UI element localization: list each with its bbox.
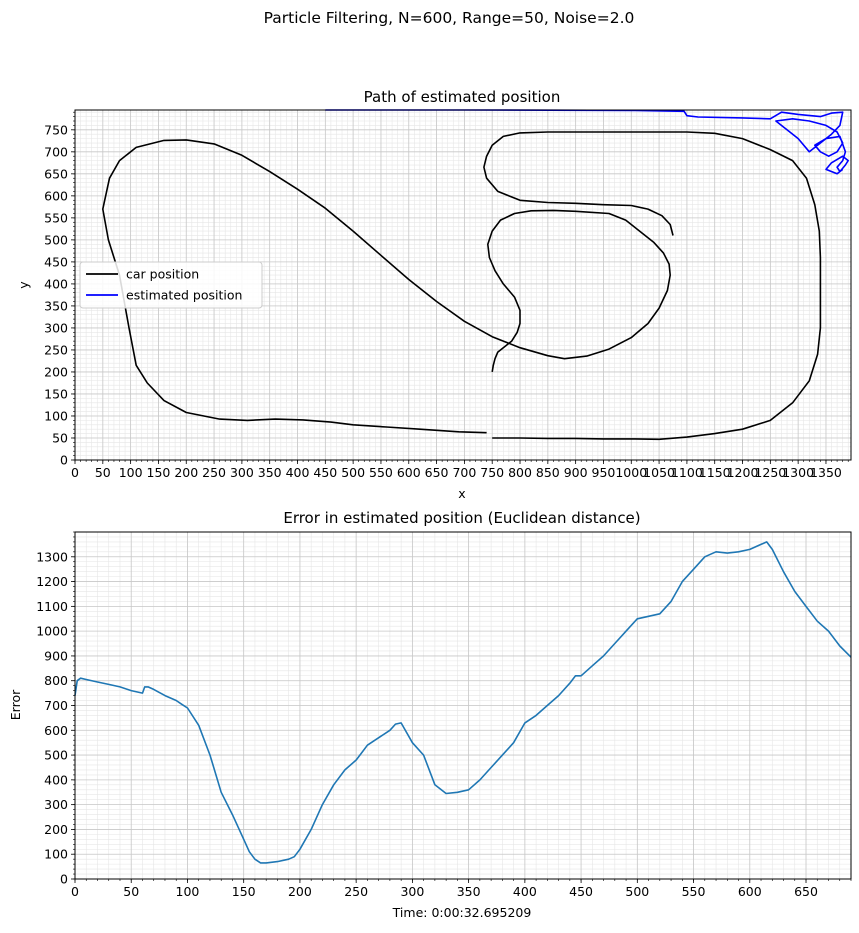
path-tick-label-x: 850 [536,465,560,480]
error-tick-label-x: 350 [457,884,481,899]
path-tick-label-x: 1000 [615,465,647,480]
path-line-car-position [483,131,822,441]
error-tick-label-y: 800 [44,673,68,688]
error-tick-label-x: 0 [71,884,79,899]
path-tick-label-y: 350 [44,298,68,313]
path-tick-label-x: 200 [174,465,198,480]
path-grid [74,110,851,461]
path-tick-label-x: 300 [230,465,254,480]
error-tick-label-y: 100 [44,847,68,862]
path-tick-label-x: 1250 [754,465,786,480]
path-tick-label-y: 300 [44,320,68,335]
path-tick-label-x: 450 [313,465,337,480]
path-tick-label-x: 150 [147,465,171,480]
path-axes-frame [74,109,852,461]
path-tick-label-x: 0 [71,465,79,480]
legend-label-car: car position [126,267,199,282]
error-tick-label-y: 700 [44,698,68,713]
error-tick-label-y: 1100 [36,599,68,614]
path-tick-label-y: 250 [44,342,68,357]
error-tick-label-y: 900 [44,648,68,663]
path-tick-label-x: 250 [202,465,226,480]
error-tick-label-y: 1000 [36,624,68,639]
error-grid [74,531,852,880]
error-line-error [74,541,852,864]
legend-box [79,261,263,309]
error-tick-label-x: 500 [625,884,649,899]
path-tick-label-x: 400 [286,465,310,480]
path-series [102,109,850,441]
error-tick-label-y: 200 [44,822,68,837]
error-tick-label-x: 50 [123,884,139,899]
path-tick-label-x: 1100 [671,465,703,480]
path-tick-label-x: 800 [508,465,532,480]
path-tick-label-y: 450 [44,254,68,269]
path-tick-label-y: 700 [44,144,68,159]
path-tick-label-y: 500 [44,232,68,247]
path-tick-label-x: 550 [369,465,393,480]
error-tick-label-y: 1300 [36,549,68,564]
path-legend: car position estimated position [79,261,263,309]
path-axes: Path of estimated position 0 50 100 150 200 2… [16,88,852,501]
path-tick-label-x: 650 [425,465,449,480]
path-tick-label-y: 600 [44,188,68,203]
path-tick-label-y: 150 [44,386,68,401]
path-xlabel: x [458,486,465,501]
path-tick-label-y: 50 [52,430,68,445]
path-tick-label-y: 750 [44,122,68,137]
path-tick-label-x: 1300 [782,465,814,480]
error-tick-label-x: 600 [738,884,762,899]
path-tick-label-y: 100 [44,408,68,423]
path-tick-label-x: 100 [119,465,143,480]
error-xlabel: Time: 0:00:32.695209 [392,905,532,920]
error-tick-label-x: 100 [176,884,200,899]
path-tick-label-x: 350 [258,465,282,480]
path-tick-label-x: 950 [592,465,616,480]
path-ylabel: y [16,281,31,289]
error-tick-label-y: 1200 [36,574,68,589]
path-tick-label-x: 1150 [699,465,731,480]
error-tick-label-y: 0 [60,872,68,887]
path-tick-label-x: 900 [564,465,588,480]
error-tick-label-y: 500 [44,748,68,763]
error-tick-label-x: 550 [682,884,706,899]
path-tick-label-y: 550 [44,210,68,225]
path-tick-label-x: 750 [480,465,504,480]
path-line-estimated-position [325,109,850,175]
path-tick-label-x: 1200 [727,465,759,480]
suptitle: Particle Filtering, N=600, Range=50, Noi… [264,9,635,27]
error-ticks: 0 50 100 150 200 250 300 350 400 450 500 550 600 650 0… [36,531,852,899]
path-tick-label-y: 650 [44,166,68,181]
error-ylabel: Error [8,689,23,720]
path-tick-label-x: 50 [95,465,111,480]
error-tick-label-x: 150 [232,884,256,899]
error-tick-label-y: 400 [44,772,68,787]
error-title: Error in estimated position (Euclidean d… [283,509,640,527]
error-tick-label-x: 450 [569,884,593,899]
error-tick-label-y: 600 [44,723,68,738]
error-axes: Error in estimated position (Euclidean d… [8,509,852,920]
path-line-car-position [102,139,672,434]
error-tick-label-y: 300 [44,797,68,812]
path-tick-label-y: 200 [44,364,68,379]
error-series [74,541,852,864]
path-tick-label-x: 1350 [810,465,842,480]
path-tick-label-y: 400 [44,276,68,291]
path-ticks: 0 50 100 150 200 250 300 350 400 450 500 550 600 650 7… [44,111,849,480]
error-tick-label-x: 250 [344,884,368,899]
path-title: Path of estimated position [364,88,561,106]
error-tick-label-x: 400 [513,884,537,899]
path-tick-label-x: 600 [397,465,421,480]
path-tick-label-y: 0 [60,453,68,468]
error-tick-label-x: 650 [794,884,818,899]
legend-label-estimated: estimated position [126,288,242,303]
path-tick-label-x: 700 [452,465,476,480]
error-tick-label-x: 300 [400,884,424,899]
error-tick-label-x: 200 [288,884,312,899]
path-tick-label-x: 500 [341,465,365,480]
path-tick-label-x: 1050 [643,465,675,480]
